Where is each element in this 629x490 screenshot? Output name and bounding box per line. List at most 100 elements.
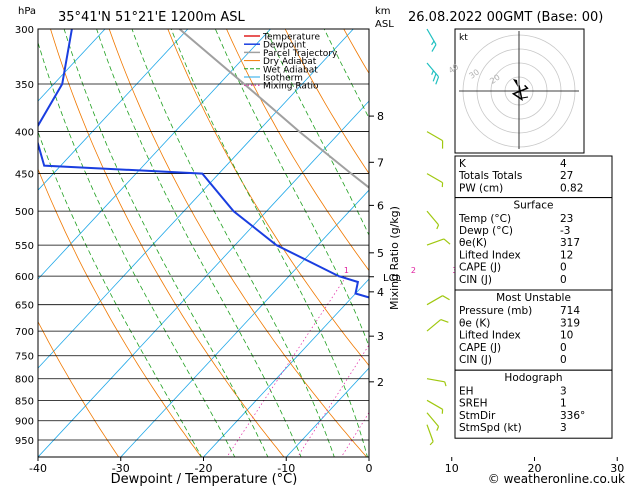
height-tick-label: 7 <box>377 156 384 169</box>
surface-indices-row-label: Dewp (°C) <box>459 225 513 237</box>
surface-indices-row-value: -3 <box>560 225 570 237</box>
wind-barb-half-flag <box>441 409 445 413</box>
pressure-tick-label: 750 <box>15 352 34 363</box>
hpa-label: hPa <box>18 6 36 17</box>
wind-barb-staff <box>427 425 433 442</box>
pressure-tick-label: 650 <box>15 301 34 312</box>
isotherm-line <box>616 4 629 458</box>
surface-indices-row-label: CAPE (J) <box>459 262 501 274</box>
height-tick-label: 6 <box>377 199 384 212</box>
wind-barb <box>424 132 447 149</box>
stability-indices: K 4 Totals Totals 27 PW (cm) 0.82 SurfaceTemp … <box>455 156 612 438</box>
hodograph-indices-row-value: 1 <box>560 398 567 410</box>
most-unstable-indices-title: Most Unstable <box>496 292 571 304</box>
hodograph-indices-row-value: 336° <box>560 410 585 422</box>
wind-barb-half-flag <box>431 41 435 45</box>
wind-barb-staff <box>427 132 443 141</box>
x-tick-label: 10 <box>445 462 459 475</box>
x-tick-label: -40 <box>29 462 47 475</box>
pressure-tick-label: 800 <box>15 375 34 386</box>
pressure-tick-label: 300 <box>15 25 34 36</box>
height-tick-label: 2 <box>377 376 384 389</box>
pressure-tick-label: 850 <box>15 396 34 407</box>
surface-indices-row-label: θe(K) <box>459 237 487 249</box>
surface-indices-row-value: 317 <box>560 237 580 249</box>
dry-adiabat-line <box>619 4 629 458</box>
height-tick-label: 5 <box>377 247 384 260</box>
most-unstable-indices-row-label: CAPE (J) <box>459 342 501 354</box>
surface-indices-row-label: Temp (°C) <box>458 213 511 225</box>
wind-barb <box>421 29 438 52</box>
pressure-tick-label: 350 <box>15 80 34 91</box>
wind-profile <box>421 29 450 445</box>
surface-indices-title: Surface <box>513 200 553 212</box>
height-tick-label: 4 <box>377 286 384 299</box>
mixing-ratio-label: 2 <box>411 266 416 275</box>
surface-indices-row-label: CIN (J) <box>459 274 492 286</box>
km-label: km <box>375 6 391 17</box>
mixing-ratio-label: 1 <box>344 266 349 275</box>
general-indices-row-label: PW (cm) <box>459 182 503 194</box>
x-tick-label: 0 <box>366 462 373 475</box>
pressure-tick-label: 600 <box>15 272 34 283</box>
height-tick-label: 3 <box>377 330 384 343</box>
hodograph-indices-row-label: SREH <box>459 398 488 410</box>
height-tick-label: 8 <box>377 110 384 123</box>
most-unstable-indices-row-label: Lifted Index <box>459 330 521 342</box>
wind-barb-flag <box>441 317 449 325</box>
wind-barb-half-flag <box>436 426 440 430</box>
wind-barb-staff <box>427 400 443 409</box>
x-axis-label: Dewpoint / Temperature (°C) <box>111 472 298 486</box>
wind-barb-staff <box>427 296 443 305</box>
hodograph-indices-row-label: EH <box>459 385 474 397</box>
wind-barb-half-flag <box>441 183 445 187</box>
hodograph-unit-label: kt <box>459 33 468 43</box>
wind-barb-flag <box>443 294 450 302</box>
pressure-tick-label: 950 <box>15 436 34 447</box>
wind-barb-half-flag <box>429 442 433 445</box>
legend-label: Mixing Ratio <box>263 82 319 92</box>
hodograph-indices-row-value: 3 <box>560 422 567 434</box>
wind-barb-half-flag <box>444 382 447 386</box>
hodograph-indices-row-label: StmSpd (kt) <box>459 422 522 434</box>
general-indices-row-value: 0.82 <box>560 182 583 194</box>
most-unstable-indices-row-label: CIN (J) <box>459 354 492 366</box>
general-indices-row-label: K <box>459 158 467 170</box>
wind-barb <box>423 425 434 445</box>
most-unstable-indices-row-label: Pressure (mb) <box>459 305 532 317</box>
lcl-label: LCL <box>383 273 402 284</box>
surface-indices-row-value: 23 <box>560 213 573 225</box>
wind-barb <box>424 211 440 229</box>
wind-barb-flag <box>439 141 446 149</box>
pressure-tick-label: 550 <box>15 241 34 252</box>
wind-barb-staff <box>427 379 445 382</box>
wind-barb <box>422 63 442 84</box>
wind-barb-staff <box>427 320 441 332</box>
asl-label: ASL <box>375 19 394 30</box>
pressure-tick-label: 900 <box>15 417 34 428</box>
surface-indices-row-value: 0 <box>560 262 567 274</box>
most-unstable-indices-row-value: 10 <box>560 330 573 342</box>
most-unstable-indices-row-value: 714 <box>560 305 580 317</box>
general-indices-row-label: Totals Totals <box>458 170 522 182</box>
most-unstable-indices-row-value: 319 <box>560 317 580 329</box>
wind-barb <box>426 379 446 386</box>
wind-barb-flag <box>444 238 450 246</box>
date-title: 26.08.2022 00GMT (Base: 00) <box>408 10 603 25</box>
wind-barb-staff <box>427 211 439 225</box>
wind-barb <box>425 174 444 187</box>
wind-barb-staff <box>427 174 443 183</box>
surface-indices-row-value: 12 <box>560 249 573 261</box>
hodograph-indices-title: Hodograph <box>504 372 562 384</box>
height-axis: 8 7 6 5 4 3 2 <box>369 110 384 389</box>
general-indices-row-value: 4 <box>560 158 567 170</box>
surface-indices-row-value: 0 <box>560 274 567 286</box>
location-title: 35°41'N 51°21'E 1200m ASL <box>58 10 246 25</box>
general-indices-row-value: 27 <box>560 170 573 182</box>
pressure-axis: 3003504004505005506006507007508008509009… <box>15 25 34 447</box>
pressure-tick-label: 400 <box>15 128 34 139</box>
wind-barb <box>427 294 450 311</box>
mixing-ratio-axis-label: Mixing Ratio (g/kg) <box>388 206 401 310</box>
pressure-tick-label: 500 <box>15 207 34 218</box>
